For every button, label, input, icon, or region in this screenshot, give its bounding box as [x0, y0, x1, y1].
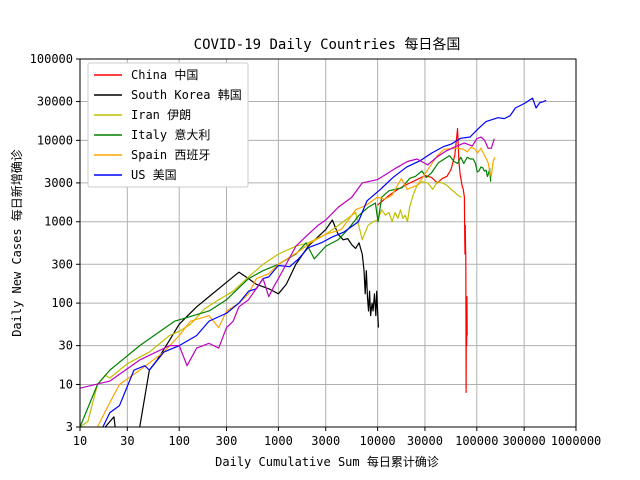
legend-label-china: China 中国: [131, 67, 198, 82]
series-line-italy: [80, 154, 492, 427]
series-line-iran: [80, 181, 462, 427]
y-tick-label: 10: [59, 377, 73, 391]
series-line-spain: [96, 146, 496, 427]
series-line-south: [104, 219, 380, 427]
x-axis: 10 30 100 300 1000 3000 10000 30000 100000 300000…: [73, 427, 602, 448]
legend-label-us: US 美国: [131, 168, 177, 182]
plot-area: [80, 97, 547, 427]
y-tick-label: 100000: [30, 52, 73, 66]
x-tick-label: 30: [120, 434, 134, 448]
x-tick-label: 1000000: [551, 434, 602, 448]
legend-label-italy: Italy 意大利: [131, 127, 210, 142]
chart-title: COVID-19 Daily Countries 每日各国: [194, 37, 461, 53]
x-axis-label: Daily Cumulative Sum 每日累计确诊: [215, 454, 439, 469]
legend: China 中国 South Korea 韩国 Iran 伊朗 Italy 意大利 Sp…: [87, 62, 249, 188]
series-line-series-7: [80, 136, 495, 389]
y-tick-label: 30: [59, 339, 73, 353]
legend-box: [87, 62, 249, 188]
x-tick-label: 300000: [502, 434, 545, 448]
y-tick-label: 1000: [44, 215, 73, 229]
y-tick-label: 100: [51, 296, 73, 310]
x-tick-label: 100: [168, 434, 190, 448]
y-tick-label: 3000: [44, 176, 73, 190]
x-tick-label: 30000: [407, 434, 443, 448]
legend-label-south: South Korea 韩国: [131, 87, 242, 102]
y-tick-label: 30000: [37, 95, 73, 109]
legend-label-iran: Iran 伊朗: [131, 108, 191, 122]
legend-label-spain: Spain 西班牙: [131, 148, 210, 162]
y-axis: 3 10 30 100 300 1000 3000 10000 30000 100000: [30, 52, 80, 434]
x-tick-label: 300: [216, 434, 238, 448]
y-tick-label: 3: [66, 420, 73, 434]
x-tick-label: 1000: [264, 434, 293, 448]
x-tick-label: 10000: [360, 434, 396, 448]
y-axis-label: Daily New Cases 每日新增确诊: [9, 149, 24, 337]
series-line-china: [377, 127, 468, 393]
plot-frame: [79, 58, 577, 428]
x-tick-label: 100000: [455, 434, 498, 448]
x-tick-label: 10: [73, 434, 87, 448]
series-line-us: [102, 97, 547, 427]
y-tick-label: 10000: [37, 133, 73, 147]
y-tick-label: 300: [51, 257, 73, 271]
x-tick-label: 3000: [311, 434, 340, 448]
